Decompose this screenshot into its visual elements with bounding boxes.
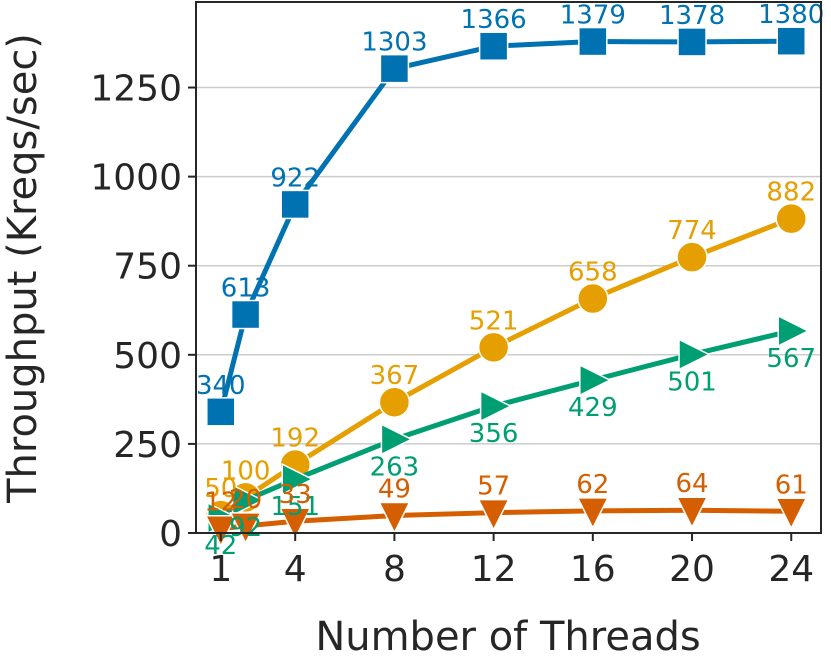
x-tick-label: 8 xyxy=(383,549,406,590)
data-point-marker xyxy=(776,26,806,56)
data-label: 882 xyxy=(766,178,816,208)
x-tick-label: 24 xyxy=(768,549,814,590)
data-point-marker xyxy=(677,27,707,57)
data-point-marker xyxy=(576,497,610,530)
y-tick-label: 1000 xyxy=(90,158,182,199)
plot-frame xyxy=(195,1,822,534)
data-label: 1378 xyxy=(659,1,725,31)
data-label: 613 xyxy=(221,274,271,304)
x-axis-label: Number of Threads xyxy=(315,614,700,660)
data-point-marker xyxy=(230,299,261,330)
data-point-marker xyxy=(479,389,513,423)
data-label: 1366 xyxy=(461,5,527,35)
data-point-marker xyxy=(477,331,510,364)
data-point-marker xyxy=(577,282,609,315)
data-point-marker xyxy=(281,462,314,496)
data-label: 429 xyxy=(568,393,618,423)
x-tick-label: 4 xyxy=(284,549,307,590)
series-layer xyxy=(204,26,810,548)
data-label: 192 xyxy=(270,424,320,454)
data-label: 340 xyxy=(196,371,246,401)
data-point-marker xyxy=(278,507,312,540)
data-label: 49 xyxy=(378,475,411,505)
data-label: 57 xyxy=(477,472,510,502)
data-point-marker xyxy=(675,496,709,529)
data-label: 774 xyxy=(667,216,717,246)
data-point-marker xyxy=(231,483,265,517)
data-label: 922 xyxy=(270,163,320,193)
data-label: 33 xyxy=(279,480,312,510)
x-tick-label: 20 xyxy=(669,549,715,590)
x-tick-label: 16 xyxy=(570,549,616,590)
y-tick-label: 1250 xyxy=(90,69,182,110)
data-point-marker xyxy=(229,512,262,545)
data-label: 1303 xyxy=(361,28,427,58)
data-label: 567 xyxy=(766,344,816,374)
data-point-marker xyxy=(579,363,612,397)
data-label: 62 xyxy=(576,470,609,500)
data-point-marker xyxy=(478,31,509,61)
data-point-marker xyxy=(379,53,410,84)
x-tick-label: 12 xyxy=(471,549,517,590)
data-label: 64 xyxy=(675,469,708,499)
y-tick-label: 250 xyxy=(113,425,182,466)
data-point-marker xyxy=(380,423,414,456)
data-point-marker xyxy=(578,26,608,57)
data-label: 501 xyxy=(667,367,717,397)
data-point-marker xyxy=(378,501,411,535)
data-label: 92 xyxy=(229,513,262,543)
data-label: 1379 xyxy=(560,1,626,31)
data-point-marker xyxy=(775,202,807,235)
data-label: 12 xyxy=(204,488,237,518)
data-label: 658 xyxy=(568,258,618,288)
data-label: 367 xyxy=(370,361,420,391)
x-tick-label: 1 xyxy=(209,549,232,590)
data-point-marker xyxy=(477,498,510,532)
y-axis-label: Throughput (Kreqs/sec) xyxy=(0,33,46,504)
data-point-marker xyxy=(678,338,711,371)
data-point-marker xyxy=(204,514,238,548)
y-tick-label: 0 xyxy=(159,514,182,555)
data-point-marker xyxy=(206,397,236,427)
data-label: 50 xyxy=(204,474,237,504)
y-tick-label: 750 xyxy=(113,247,182,288)
data-label: 521 xyxy=(469,306,519,336)
data-label: 20 xyxy=(229,485,262,515)
data-point-marker xyxy=(777,314,810,348)
data-label: 151 xyxy=(270,492,320,522)
data-label: 263 xyxy=(370,452,420,482)
data-point-marker xyxy=(378,386,411,418)
data-label: 1380 xyxy=(758,0,824,30)
data-label: 61 xyxy=(775,470,808,500)
series-line xyxy=(218,38,792,413)
data-point-marker xyxy=(775,497,808,530)
data-point-marker xyxy=(280,189,310,220)
data-label: 356 xyxy=(469,419,519,449)
data-point-marker xyxy=(676,241,708,273)
data-label: 100 xyxy=(221,456,271,486)
y-tick-label: 500 xyxy=(113,336,182,377)
